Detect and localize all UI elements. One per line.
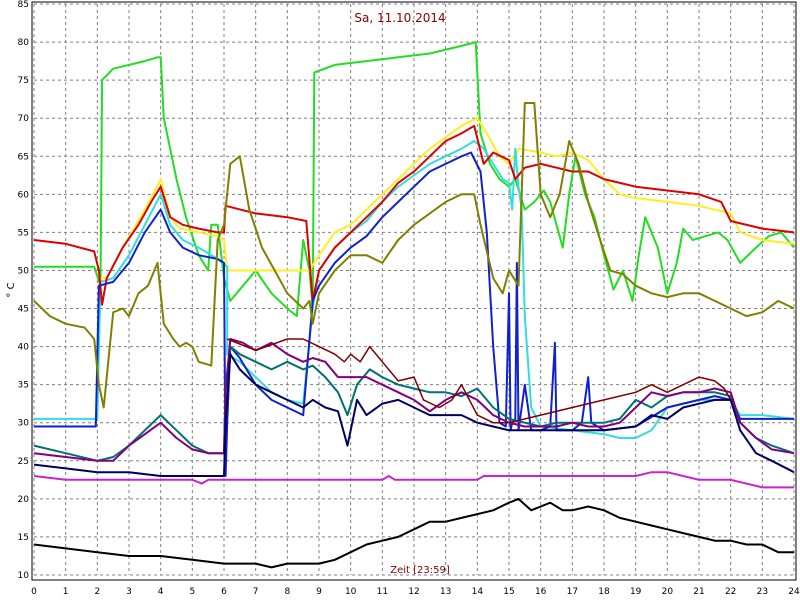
y-axis-ticks: 10 15 20 25 30 35 40 45 50 55 60 65 70 75 80 85 — [18, 0, 30, 581]
x-tick-label: 21 — [693, 587, 704, 597]
x-tick-label: 7 — [253, 587, 259, 597]
y-tick-label: 35 — [18, 381, 29, 391]
y-tick-label: 20 — [18, 495, 30, 505]
x-tick-label: 12 — [408, 587, 419, 597]
x-tick-label: 3 — [126, 587, 132, 597]
series-line-11 — [33, 471, 794, 489]
x-tick-label: 0 — [31, 587, 37, 597]
y-tick-label: 80 — [18, 38, 30, 48]
series-line-2 — [98, 117, 795, 280]
y-tick-label: 25 — [18, 457, 29, 467]
grid — [33, 3, 795, 576]
x-tick-label: 19 — [630, 587, 642, 597]
y-tick-label: 75 — [18, 76, 29, 86]
x-tick-label: 16 — [535, 587, 547, 597]
y-tick-label: 45 — [18, 305, 29, 315]
x-tick-label: 5 — [189, 587, 195, 597]
series-line-1 — [34, 41, 795, 318]
series-line-9 — [226, 338, 732, 424]
x-tick-label: 10 — [345, 587, 357, 597]
series-line-7 — [33, 345, 795, 462]
plot-frame — [31, 1, 797, 581]
x-tick-label: 11 — [377, 587, 388, 597]
series-line-8 — [33, 338, 795, 462]
series-line-10 — [33, 353, 795, 477]
x-axis-label: Zeit [23:59] — [390, 565, 450, 576]
x-tick-label: 18 — [598, 587, 610, 597]
y-tick-label: 85 — [18, 0, 29, 10]
y-tick-label: 65 — [18, 152, 29, 162]
x-tick-label: 2 — [94, 587, 100, 597]
y-tick-label: 70 — [18, 114, 30, 124]
x-tick-label: 14 — [472, 587, 484, 597]
x-tick-label: 22 — [725, 587, 736, 597]
x-tick-label: 1 — [63, 587, 69, 597]
y-tick-label: 55 — [18, 228, 29, 238]
y-tick-label: 50 — [18, 266, 30, 276]
series-line-4 — [33, 124, 795, 306]
y-tick-label: 10 — [18, 571, 30, 581]
x-tick-label: 8 — [284, 587, 290, 597]
series-line-5 — [34, 151, 794, 477]
series-line-3 — [34, 140, 795, 439]
y-tick-label: 15 — [18, 533, 29, 543]
y-tick-label: 30 — [18, 419, 30, 429]
chart-title: Sa, 11.10.2014 — [354, 11, 445, 25]
series-line-12 — [33, 497, 794, 569]
y-axis-label: ° C — [6, 282, 17, 297]
series-lines — [33, 41, 795, 569]
series-line-6 — [33, 102, 795, 409]
x-tick-label: 24 — [788, 587, 800, 597]
y-tick-label: 60 — [18, 190, 30, 200]
x-tick-label: 4 — [158, 587, 164, 597]
x-tick-label: 9 — [316, 587, 322, 597]
x-tick-label: 13 — [440, 587, 451, 597]
x-tick-label: 23 — [757, 587, 768, 597]
x-tick-label: 6 — [221, 587, 227, 597]
x-tick-label: 20 — [662, 587, 674, 597]
y-tick-label: 40 — [18, 343, 30, 353]
x-axis-ticks: 0 1 2 3 4 5 6 7 8 9 10 11 12 13 14 15 16 17 18 19 20 21 22 23 24 — [31, 587, 800, 597]
x-tick-label: 15 — [503, 587, 514, 597]
x-tick-label: 17 — [567, 587, 578, 597]
